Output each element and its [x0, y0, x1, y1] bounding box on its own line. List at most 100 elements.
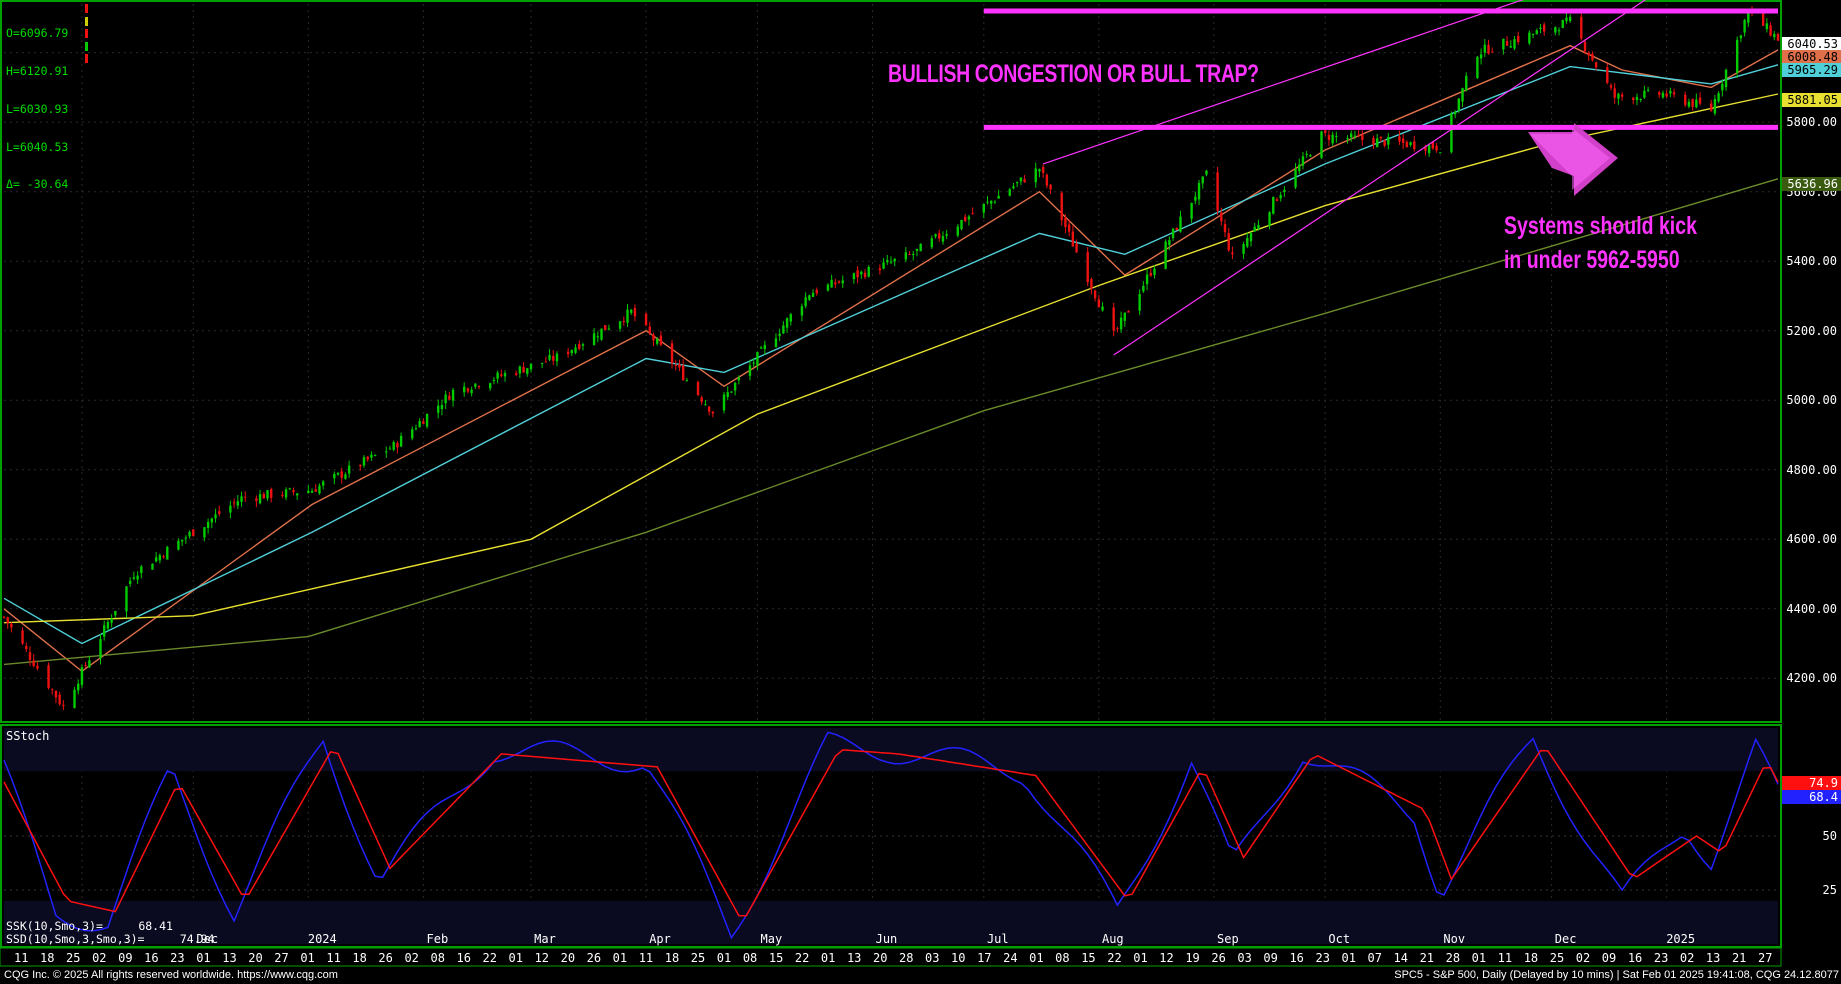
candle-body: [841, 280, 844, 284]
candle-body: [366, 456, 369, 460]
candle-body: [1698, 97, 1702, 104]
candle-body: [314, 489, 317, 492]
x-day-label: 22: [1107, 951, 1122, 965]
candle-body: [1179, 216, 1182, 232]
candle-body: [151, 563, 154, 570]
candle-body: [1112, 307, 1115, 331]
candle-body: [492, 379, 496, 381]
candle-body: [674, 364, 677, 366]
x-day-label: 22: [482, 951, 497, 965]
osc-value-tag: 74.9: [1782, 776, 1841, 790]
candle-body: [58, 694, 61, 705]
x-day-label: 01: [196, 951, 211, 965]
candle-body: [1713, 99, 1717, 114]
candle-body: [878, 268, 882, 271]
ma-line: [3, 64, 1779, 645]
candle-body: [1008, 189, 1011, 196]
x-day-label: 01: [1029, 951, 1044, 965]
x-day-label: 12: [534, 951, 550, 965]
candle-body: [125, 586, 128, 612]
candle-body: [6, 617, 9, 624]
candle-body: [1735, 39, 1739, 73]
candle-body: [986, 201, 989, 203]
candle-body: [1149, 272, 1152, 276]
candle-body: [1491, 51, 1494, 53]
candle-body: [218, 511, 221, 514]
x-month-label: 2024: [307, 932, 337, 946]
candle-body: [1587, 52, 1590, 56]
candle-body: [893, 258, 896, 262]
osc-value-tag: 68.4: [1782, 790, 1841, 804]
candle-body: [1101, 306, 1104, 311]
candle-body: [103, 625, 106, 637]
x-day-label: 18: [1523, 951, 1539, 965]
x-month-label: Nov: [1443, 932, 1466, 946]
candle-body: [1090, 279, 1093, 289]
candle-body: [1383, 140, 1386, 146]
candle-body: [448, 395, 451, 400]
candle-body: [1346, 138, 1349, 140]
candle-body: [1502, 38, 1505, 50]
candle-body: [396, 443, 399, 448]
x-month-label: Aug: [1101, 932, 1124, 946]
candle-body: [418, 421, 421, 428]
candle-body: [700, 397, 703, 402]
candle-body: [581, 344, 585, 346]
candle-body: [1431, 142, 1435, 149]
candle-body: [1542, 24, 1546, 32]
x-day-label: 21: [1731, 951, 1747, 965]
osc-tick-label: 50: [1822, 829, 1837, 843]
candle-body: [518, 366, 522, 374]
headline-annotation: BULLISH CONGESTION OR BULL TRAP?: [888, 60, 1259, 88]
x-day-label: 15: [1081, 951, 1096, 965]
candle-body: [622, 320, 625, 322]
x-month-label: Dec: [196, 932, 219, 946]
x-day-label: 11: [14, 951, 29, 965]
candle-body: [1246, 237, 1249, 247]
candle-body: [1075, 243, 1078, 253]
candle-body: [1465, 75, 1468, 91]
candle-body: [1554, 27, 1557, 33]
candle-body: [529, 363, 533, 370]
candle-body: [1123, 312, 1127, 321]
candle-body: [114, 610, 117, 616]
low-value: L=6030.93: [6, 101, 69, 116]
candle-body: [244, 496, 247, 498]
x-day-label: 10: [951, 951, 966, 965]
y-tick-label: 5400.00: [1786, 254, 1837, 269]
x-day-label: 01: [1133, 951, 1148, 965]
oscillator-title: SStoch: [6, 729, 50, 743]
candle-body: [1227, 232, 1230, 251]
candle-body: [422, 421, 425, 424]
upper-trendline: [1042, 0, 1524, 165]
x-month-label: Jun: [875, 932, 898, 946]
y-tick-label: 4400.00: [1786, 601, 1837, 616]
x-axis: [0, 947, 1782, 967]
candle-body: [340, 471, 343, 478]
candle-body: [1320, 131, 1323, 158]
candle-body: [188, 532, 191, 537]
candle-body: [1435, 145, 1438, 151]
candle-body: [748, 365, 752, 376]
candle-body: [1064, 217, 1067, 228]
candle-body: [1034, 168, 1037, 183]
candle-body: [232, 502, 236, 504]
arrow-icon: [1528, 123, 1618, 196]
candle-body: [21, 630, 24, 644]
candle-body: [990, 200, 993, 204]
candle-body: [1505, 41, 1509, 46]
candle-body: [359, 465, 362, 467]
candle-body: [392, 442, 395, 450]
x-day-label: 01: [1341, 951, 1356, 965]
candle-body: [1194, 196, 1197, 201]
y-tick-label: 5800.00: [1786, 115, 1837, 130]
note-line-2: in under 5962-5950: [1504, 246, 1680, 274]
candle-body: [993, 201, 997, 203]
x-day-label: 25: [1549, 951, 1565, 965]
candle-body: [570, 349, 574, 354]
x-day-label: 07: [1367, 951, 1382, 965]
candle-body: [440, 404, 444, 410]
candle-body: [778, 333, 781, 337]
candle-body: [552, 355, 555, 361]
candle-body: [811, 292, 815, 297]
